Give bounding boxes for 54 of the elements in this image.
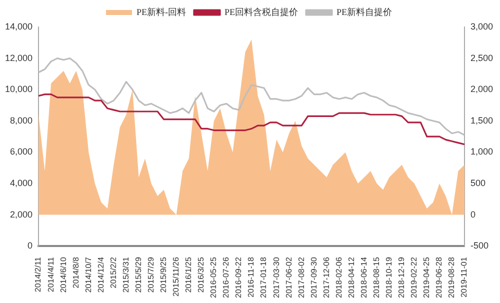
- legend-label: PE新料-回料: [136, 6, 186, 17]
- x-tick-label: 2016-07-26: [222, 256, 231, 298]
- x-tick-label: 2017-09-30: [309, 256, 318, 298]
- legend-label: PE回料含税自提价: [224, 6, 298, 17]
- x-tick-label: 2017-03-30: [272, 256, 281, 298]
- x-tick-label: 2018-12-19: [397, 256, 406, 298]
- y2-tick-label: 2,500: [470, 52, 494, 63]
- y-tick-label: 0: [28, 240, 33, 251]
- y2-tick-label: 3,000: [470, 21, 494, 32]
- x-tick-label: 2017-12-06: [322, 256, 331, 298]
- x-tick-label: 2019-04-25: [422, 256, 432, 298]
- x-tick-label: 2014/12/4: [96, 256, 106, 293]
- x-tick-label: 2015/2/2: [108, 256, 118, 288]
- x-tick-label: 2015/5/29: [134, 256, 143, 293]
- x-tick-label: 2015/11/26: [172, 256, 181, 297]
- y2-tick-label: 2,000: [470, 84, 494, 94]
- x-tick-label: 2015/7/29: [146, 256, 156, 293]
- x-tick-label: 2019-02-22: [410, 256, 419, 298]
- x-tick-label: 2017-08-02: [296, 256, 306, 298]
- y-tick-label: 12,000: [4, 52, 33, 63]
- x-tick-label: 2016/1/25: [184, 256, 194, 293]
- x-tick-label: 2014/4/11: [46, 256, 56, 292]
- x-tick-label: 2018-06-14: [359, 256, 368, 298]
- x-tick-label: 2016-09-22: [234, 256, 244, 298]
- y2-tick-label: 1,500: [470, 115, 494, 126]
- x-tick-label: 2014/6/10: [58, 256, 68, 293]
- y-tick-label: 6,000: [10, 146, 33, 157]
- x-tick-label: 2018-02-06: [334, 256, 344, 298]
- x-tick-label: 2014/8/8: [71, 256, 80, 288]
- x-tick-label: 2018-10-19: [384, 256, 394, 298]
- y2-tick-label: 500: [470, 178, 486, 188]
- x-tick-label: 2017-06-02: [284, 256, 294, 298]
- y-tick-label: 8,000: [10, 115, 33, 126]
- y2-tick-label: 0: [470, 209, 476, 220]
- x-tick-label: 2018-08-15: [372, 256, 381, 298]
- x-tick-label: 2015/9/25: [159, 256, 168, 293]
- y-tick-label: 10,000: [4, 84, 33, 94]
- y-tick-label: 4,000: [10, 178, 33, 188]
- y2-tick-label: 1,000: [470, 146, 494, 157]
- y-tick-label: 2,000: [10, 209, 33, 220]
- x-tick-label: 2017-01-18: [259, 256, 268, 298]
- x-tick-label: 2019-11-01: [460, 256, 469, 298]
- y2-tick-label: -500: [470, 240, 488, 251]
- x-tick-label: 2015/3/31: [121, 256, 130, 293]
- x-tick-label: 2016/3/25: [196, 256, 206, 293]
- x-tick-label: 2014/10/7: [84, 256, 93, 293]
- x-tick-label: 2016-05-25: [209, 256, 218, 298]
- x-tick-label: 2014/2/11: [34, 256, 43, 292]
- x-tick-label: 2019-08-28: [447, 256, 456, 298]
- x-tick-label: 2016-11-18: [246, 256, 256, 298]
- legend-label: PE新料自提价: [336, 6, 392, 17]
- x-tick-label: 2018-04-12: [346, 256, 356, 298]
- y-tick-label: 14,000: [4, 21, 33, 32]
- x-tick-label: 2019-06-28: [434, 256, 444, 298]
